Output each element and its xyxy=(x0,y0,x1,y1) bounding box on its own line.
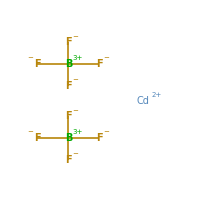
Text: −: − xyxy=(72,77,78,83)
Text: −: − xyxy=(72,108,78,114)
Text: −: − xyxy=(103,55,109,61)
Text: 3+: 3+ xyxy=(73,55,83,61)
Text: F: F xyxy=(65,111,72,121)
Text: B: B xyxy=(65,59,72,69)
Text: −: − xyxy=(72,151,78,157)
Text: F: F xyxy=(65,37,72,47)
Text: F: F xyxy=(65,155,72,165)
Text: −: − xyxy=(103,129,109,135)
Text: −: − xyxy=(28,129,34,135)
Text: −: − xyxy=(28,55,34,61)
Text: 3+: 3+ xyxy=(73,129,83,135)
Text: F: F xyxy=(34,133,41,143)
Text: F: F xyxy=(34,59,41,69)
Text: F: F xyxy=(65,81,72,91)
Text: F: F xyxy=(96,59,103,69)
Text: −: − xyxy=(72,34,78,40)
Text: B: B xyxy=(65,133,72,143)
Text: 2+: 2+ xyxy=(151,92,162,98)
Text: Cd: Cd xyxy=(136,96,149,106)
Text: F: F xyxy=(96,133,103,143)
